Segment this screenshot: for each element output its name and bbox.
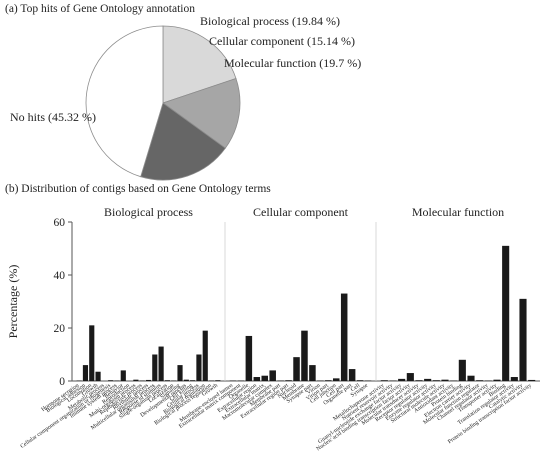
y-tick-label: 40 bbox=[54, 270, 66, 282]
bar bbox=[450, 380, 458, 381]
bar bbox=[202, 330, 208, 381]
bar bbox=[171, 380, 177, 381]
bar bbox=[285, 380, 292, 381]
bar bbox=[158, 346, 164, 381]
bar bbox=[261, 375, 269, 381]
bar bbox=[424, 378, 432, 381]
bar bbox=[484, 380, 492, 381]
y-tick-label: 20 bbox=[54, 323, 66, 335]
panel-b-title: (b) Distribution of contigs based on Gen… bbox=[5, 183, 271, 195]
bar bbox=[183, 379, 189, 381]
pie-slice-label: Cellular component (15.14 %) bbox=[209, 34, 355, 48]
y-tick-label: 0 bbox=[59, 376, 65, 388]
pie-slice-label: Biological process (19.84 %) bbox=[200, 14, 340, 28]
bar bbox=[317, 380, 324, 381]
bar bbox=[356, 380, 364, 381]
bar bbox=[528, 379, 536, 381]
panel-a-title: (a) Top hits of Gene Ontology annotation bbox=[5, 3, 195, 15]
bar bbox=[309, 365, 316, 381]
bar bbox=[398, 378, 406, 381]
bar bbox=[89, 325, 95, 381]
bar bbox=[380, 380, 388, 381]
group-title: Molecular function bbox=[412, 205, 504, 219]
bar bbox=[196, 354, 202, 381]
bar bbox=[95, 371, 101, 381]
bar bbox=[519, 298, 527, 381]
bar bbox=[253, 377, 261, 381]
bar bbox=[467, 375, 475, 381]
bar bbox=[389, 380, 397, 381]
y-axis-label: Percentage (%) bbox=[6, 265, 20, 339]
bar bbox=[164, 380, 170, 381]
bar bbox=[502, 245, 510, 381]
bar bbox=[458, 359, 466, 381]
bar bbox=[237, 380, 245, 381]
bar bbox=[415, 380, 423, 381]
pie-slice-label: Molecular function (19.7 %) bbox=[224, 56, 361, 70]
pie-slice-label: No hits (45.32 %) bbox=[10, 110, 96, 124]
bar bbox=[325, 380, 332, 381]
bar bbox=[215, 380, 221, 381]
bar bbox=[108, 380, 114, 381]
pie-slice bbox=[162, 25, 237, 104]
bar bbox=[510, 377, 518, 381]
bar bbox=[177, 365, 183, 381]
bar bbox=[348, 369, 356, 381]
bar bbox=[332, 378, 340, 381]
bar bbox=[208, 380, 215, 381]
bar bbox=[120, 370, 126, 381]
bar bbox=[364, 380, 372, 381]
bar bbox=[229, 380, 237, 381]
bar bbox=[76, 380, 82, 381]
bar bbox=[432, 380, 440, 381]
bar bbox=[139, 380, 145, 381]
bar bbox=[441, 379, 449, 381]
bar bbox=[301, 330, 308, 381]
pie-slice bbox=[162, 77, 241, 149]
bar bbox=[406, 373, 414, 381]
bar bbox=[277, 380, 284, 381]
group-title: Biological process bbox=[104, 205, 193, 219]
pie-slice bbox=[140, 102, 226, 181]
bar bbox=[82, 365, 89, 381]
bar bbox=[269, 370, 276, 381]
y-tick-label: 60 bbox=[54, 217, 66, 229]
bar bbox=[152, 354, 158, 381]
pie-slice bbox=[85, 25, 164, 178]
bar bbox=[245, 335, 253, 381]
bar bbox=[190, 380, 196, 381]
bar bbox=[476, 380, 484, 381]
x-tick-label: Cell bbox=[350, 383, 362, 394]
bar bbox=[133, 379, 139, 381]
bar bbox=[114, 380, 120, 381]
bar bbox=[340, 293, 348, 381]
bar bbox=[493, 379, 501, 381]
bar bbox=[293, 357, 300, 381]
group-title: Cellular component bbox=[253, 205, 349, 219]
pie-chart: Biological process (19.84 %) Cellular com… bbox=[10, 14, 361, 181]
bar bbox=[145, 379, 152, 381]
